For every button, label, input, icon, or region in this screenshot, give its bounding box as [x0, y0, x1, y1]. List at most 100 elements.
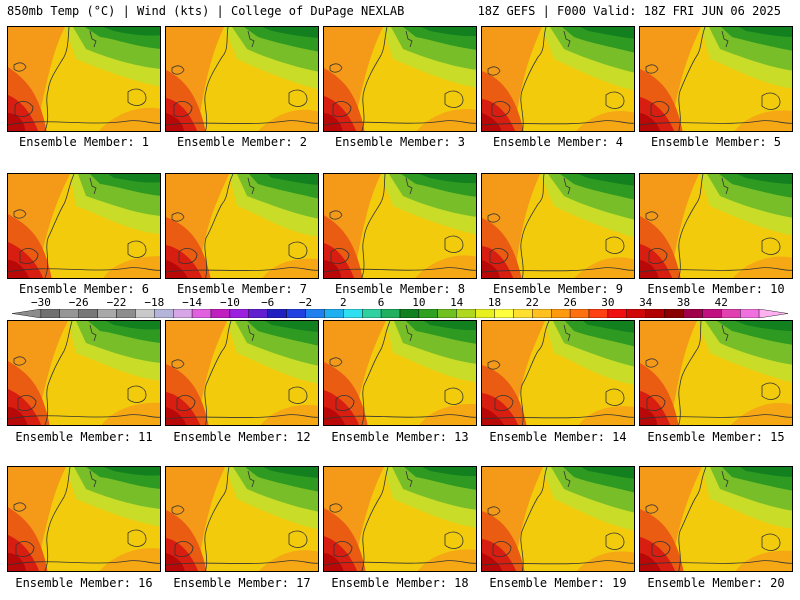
colorbar-tick-label: 42 — [714, 296, 728, 309]
ensemble-member-label: Ensemble Member: 6 — [18, 282, 150, 296]
colorbar-segment — [418, 309, 438, 318]
colorbar-segment — [135, 309, 155, 318]
colorbar-segment — [683, 309, 703, 318]
colorbar-segment — [437, 309, 457, 318]
colorbar-segment — [343, 309, 363, 318]
ensemble-map-10 — [639, 173, 793, 279]
ensemble-map-20 — [639, 466, 793, 572]
colorbar-segment — [607, 309, 628, 318]
product-title: 850mb Temp (°C) | Wind (kts) | College o… — [7, 4, 405, 18]
model-valid-time: 18Z GEFS | F000 Valid: 18Z FRI JUN 06 20… — [477, 4, 781, 18]
colorbar-tick-label: 6 — [377, 296, 385, 309]
ensemble-member-label: Ensemble Member: 17 — [173, 576, 311, 590]
colorbar-tick-label: 34 — [639, 296, 653, 309]
ensemble-member-label: Ensemble Member: 15 — [647, 430, 785, 444]
ensemble-member-label: Ensemble Member: 9 — [492, 282, 624, 296]
colorbar-tick-label: 26 — [563, 296, 577, 309]
colorbar-segment — [721, 309, 741, 318]
ensemble-map-6 — [7, 173, 161, 279]
ensemble-map-1 — [7, 26, 161, 132]
ensemble-map-15 — [639, 320, 793, 426]
ensemble-map-12 — [165, 320, 319, 426]
colorbar-segment — [588, 309, 609, 318]
colorbar-segment — [97, 309, 117, 318]
ensemble-map-13 — [323, 320, 477, 426]
ensemble-map-19 — [481, 466, 635, 572]
colorbar-segment — [664, 309, 684, 318]
colorbar-tick-label: 38 — [676, 296, 691, 309]
colorbar-segment — [475, 309, 495, 318]
ensemble-map-8 — [323, 173, 477, 279]
colorbar-tick-label: 10 — [412, 296, 426, 309]
colorbar-segment — [626, 309, 646, 318]
colorbar-segment — [399, 309, 420, 318]
temperature-colorbar — [12, 309, 788, 318]
ensemble-member-label: Ensemble Member: 5 — [650, 135, 782, 149]
colorbar-tick-label: −26 — [68, 296, 89, 309]
ensemble-member-label: Ensemble Member: 4 — [492, 135, 624, 149]
colorbar-segment — [172, 309, 193, 318]
colorbar-segment — [569, 309, 590, 318]
colorbar-segment — [229, 309, 249, 318]
ensemble-map-11 — [7, 320, 161, 426]
ensemble-member-label: Ensemble Member: 2 — [176, 135, 308, 149]
colorbar-tick-label: −2 — [298, 296, 313, 309]
colorbar-segment — [305, 309, 325, 318]
colorbar-segment — [740, 309, 760, 318]
ensemble-member-label: Ensemble Member: 3 — [334, 135, 466, 149]
ensemble-member-label: Ensemble Member: 16 — [15, 576, 153, 590]
colorbar-segment — [551, 309, 571, 318]
ensemble-map-5 — [639, 26, 793, 132]
ensemble-map-9 — [481, 173, 635, 279]
ensemble-member-label: Ensemble Member: 1 — [18, 135, 150, 149]
ensemble-map-16 — [7, 466, 161, 572]
colorbar-segment — [456, 309, 476, 318]
colorbar-tick-label: 2 — [339, 296, 347, 309]
ensemble-member-label: Ensemble Member: 19 — [489, 576, 627, 590]
colorbar-tick-label: 22 — [525, 296, 539, 309]
ensemble-member-label: Ensemble Member: 10 — [647, 282, 785, 296]
ensemble-member-label: Ensemble Member: 20 — [647, 576, 785, 590]
colorbar-segment — [532, 309, 552, 318]
colorbar-segment — [59, 309, 79, 318]
colorbar-segment — [324, 309, 344, 318]
colorbar-tick-label: 14 — [450, 296, 464, 309]
colorbar-segment — [362, 309, 382, 318]
colorbar-tick-label: −10 — [219, 296, 240, 309]
colorbar-tick-label: −30 — [30, 296, 51, 309]
colorbar-segment — [191, 309, 212, 318]
ensemble-map-4 — [481, 26, 635, 132]
ensemble-member-label: Ensemble Member: 11 — [15, 430, 153, 444]
colorbar-segment — [210, 309, 231, 318]
colorbar-tick-label: −14 — [182, 296, 203, 309]
ensemble-map-17 — [165, 466, 319, 572]
colorbar-segment — [116, 309, 136, 318]
colorbar-segment — [380, 309, 401, 318]
colorbar-segment — [78, 309, 98, 318]
ensemble-member-label: Ensemble Member: 18 — [331, 576, 469, 590]
colorbar-segment — [12, 309, 42, 318]
colorbar-segment — [267, 309, 287, 318]
ensemble-map-3 — [323, 26, 477, 132]
colorbar-segment — [154, 309, 174, 318]
colorbar-tick-label: −6 — [261, 296, 275, 309]
ensemble-member-label: Ensemble Member: 12 — [173, 430, 311, 444]
ensemble-member-label: Ensemble Member: 7 — [176, 282, 308, 296]
ensemble-member-label: Ensemble Member: 13 — [331, 430, 469, 444]
colorbar-tick-label: 18 — [487, 296, 502, 309]
colorbar-segment — [248, 309, 268, 318]
colorbar-segment — [40, 309, 60, 318]
colorbar-segment — [286, 309, 306, 318]
ensemble-map-14 — [481, 320, 635, 426]
ensemble-member-label: Ensemble Member: 14 — [489, 430, 627, 444]
colorbar-tick-label: −22 — [106, 296, 127, 309]
colorbar-segment — [645, 309, 665, 318]
ensemble-map-2 — [165, 26, 319, 132]
colorbar-tick-label: 30 — [601, 296, 615, 309]
ensemble-map-18 — [323, 466, 477, 572]
colorbar-tick-label: −18 — [144, 296, 165, 309]
colorbar-segment — [494, 309, 514, 318]
colorbar-segment — [702, 309, 722, 318]
colorbar-segment — [758, 309, 788, 318]
ensemble-member-label: Ensemble Member: 8 — [334, 282, 466, 296]
